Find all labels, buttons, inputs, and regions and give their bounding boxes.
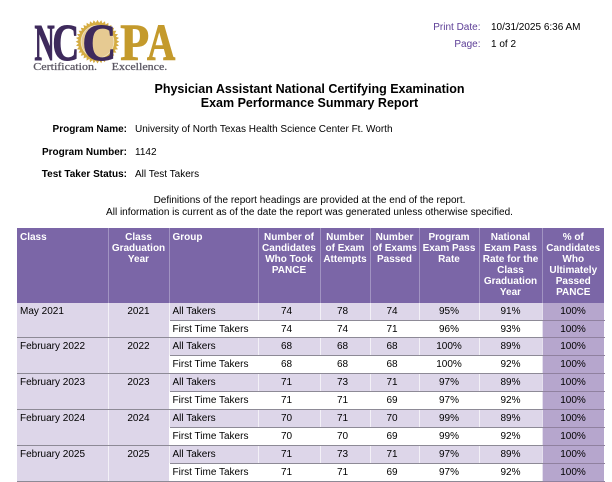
svg-text:Certification.: Certification. <box>33 62 97 73</box>
svg-text:C: C <box>52 14 79 71</box>
svg-text:C: C <box>82 14 116 71</box>
svg-text:N: N <box>35 14 55 71</box>
svg-text:P: P <box>120 14 149 71</box>
svg-text:A: A <box>147 14 175 71</box>
svg-text:Excellence.: Excellence. <box>112 62 168 73</box>
